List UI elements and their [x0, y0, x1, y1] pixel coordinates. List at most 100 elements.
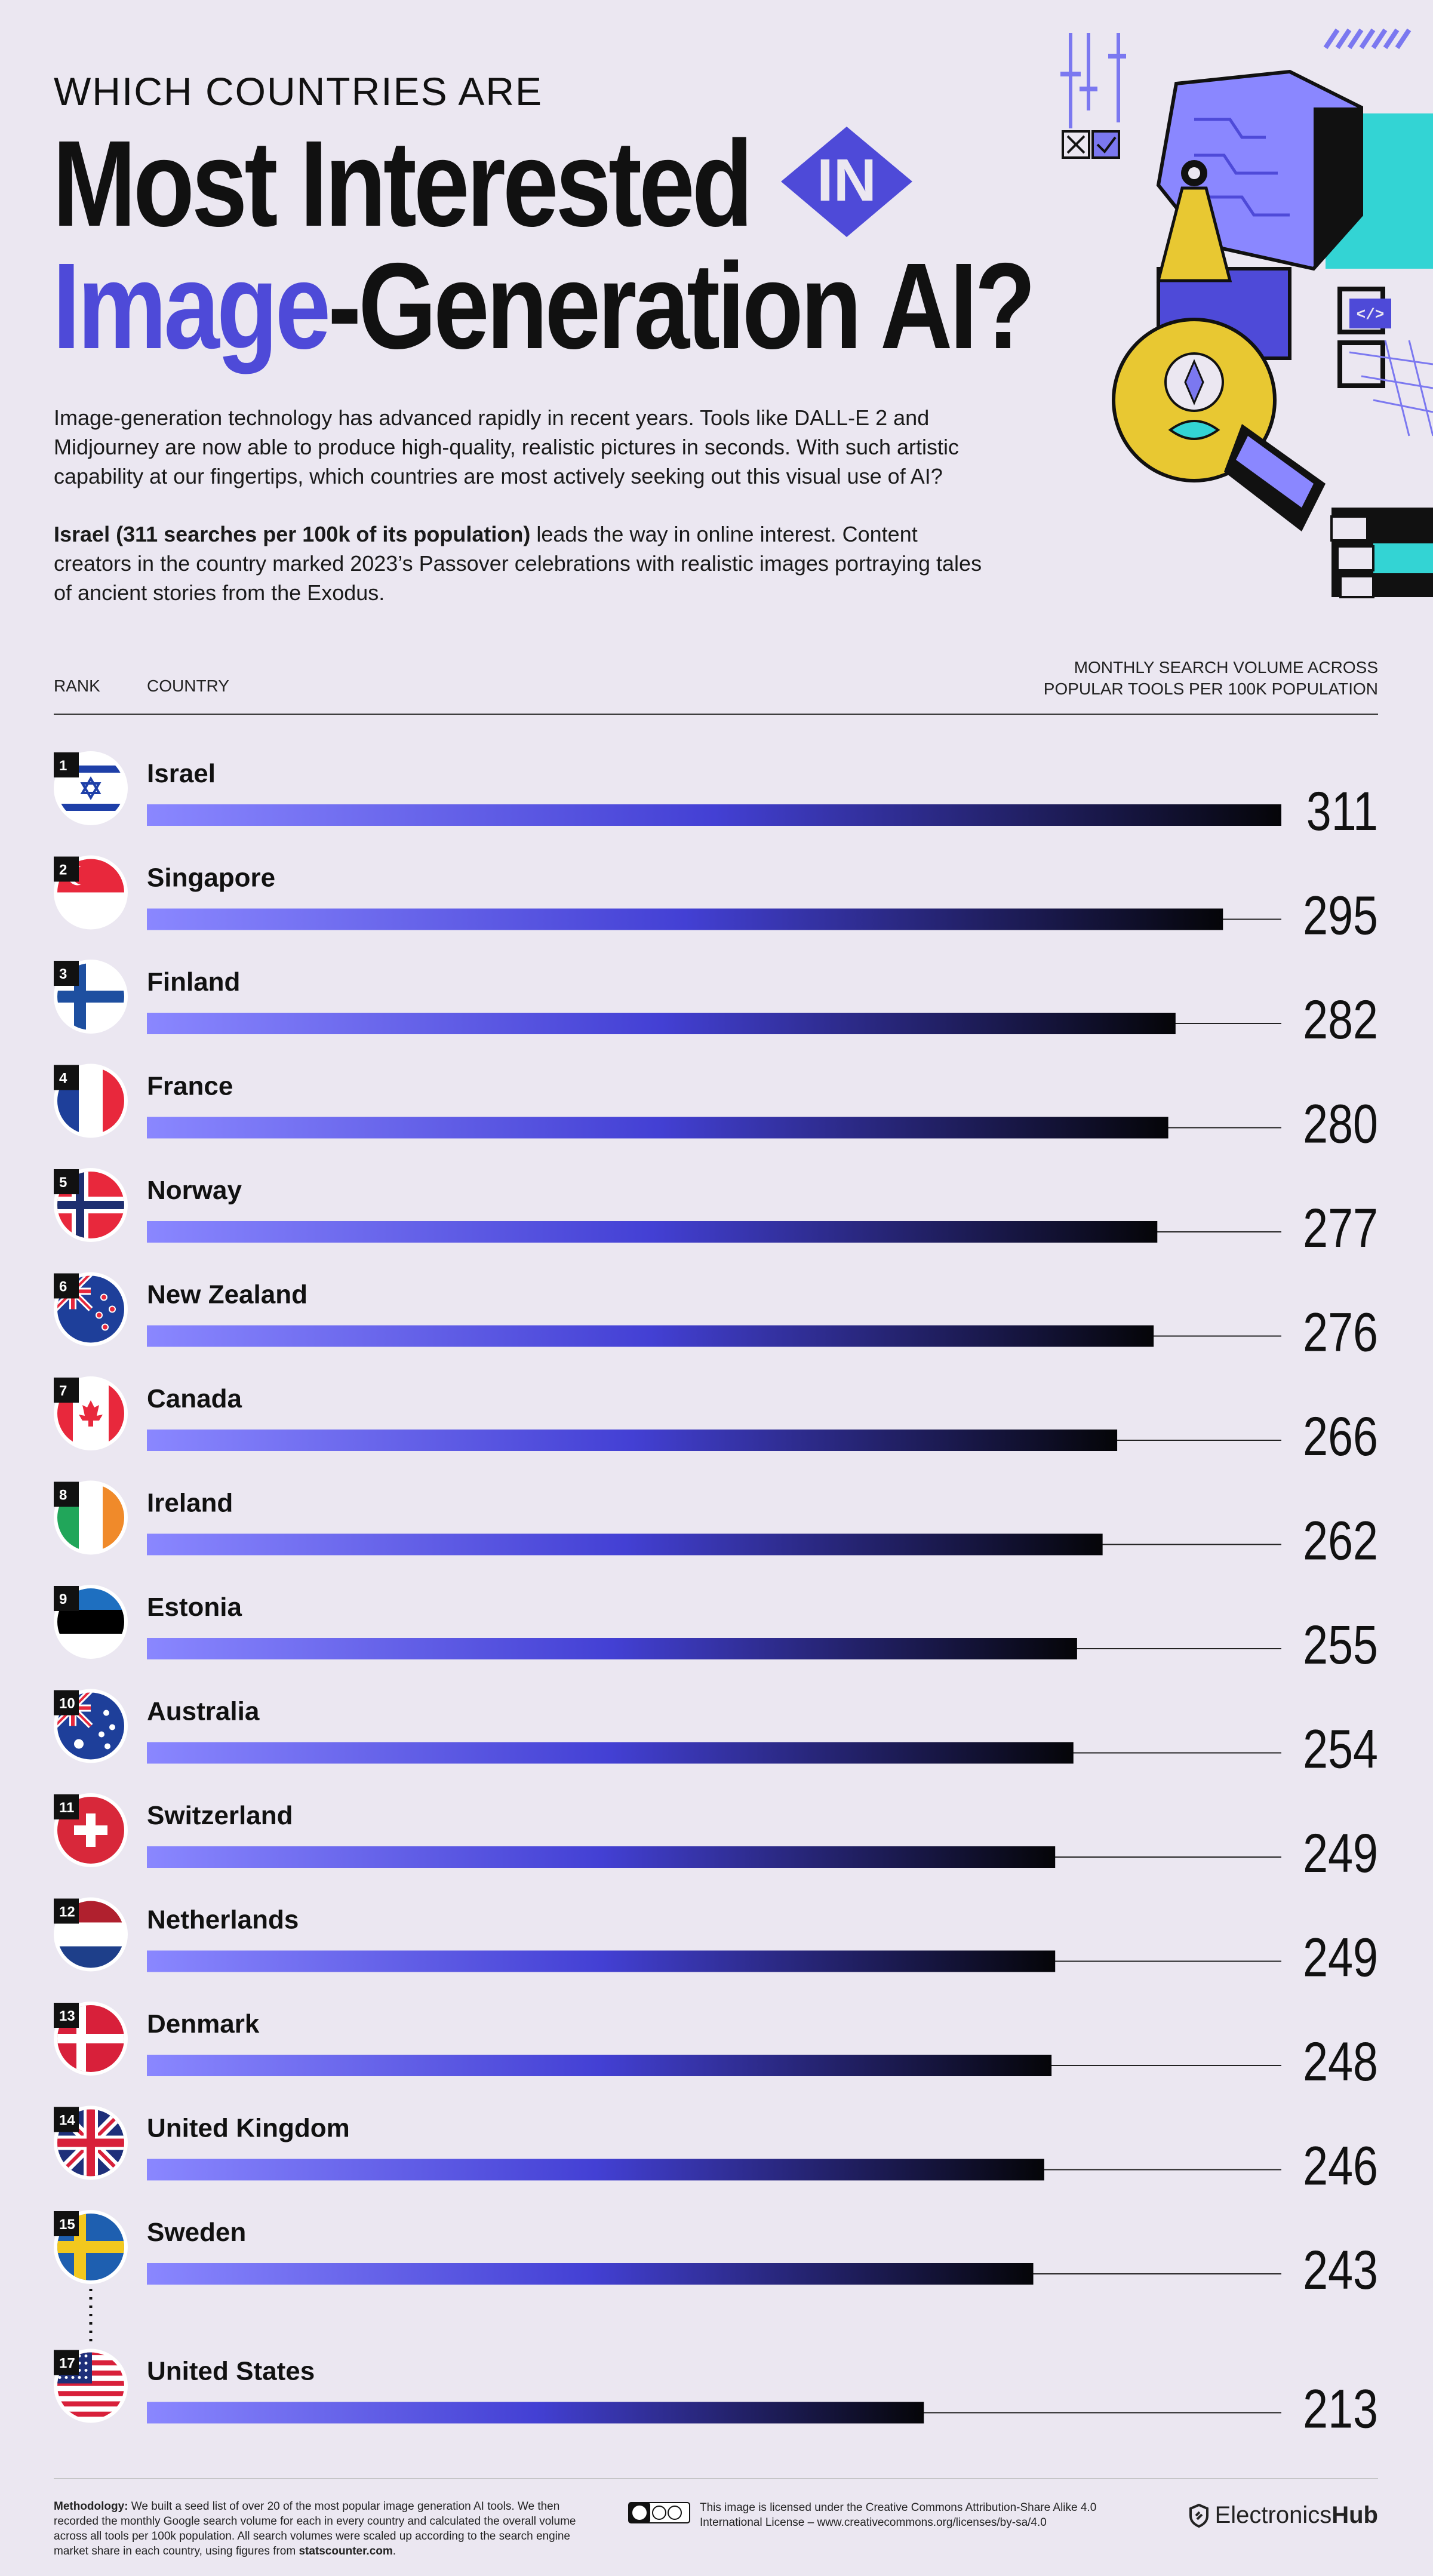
country-label: France: [147, 1072, 233, 1101]
brand-part-2: Hub: [1331, 2502, 1378, 2528]
rank-label: 13: [59, 2008, 75, 2024]
rank-badge: [54, 2003, 79, 2028]
rank-badge: [54, 961, 79, 986]
country-label: Switzerland: [147, 1801, 293, 1830]
bar-row: 8 Ireland 262: [54, 1480, 1378, 1571]
intro-paragraph-1: Image-generation technology has advanced…: [54, 405, 960, 488]
stripes: [1323, 28, 1412, 50]
rank-badge: [54, 1586, 79, 1611]
intro-highlight: Israel (311 searches per 100k of its pop…: [54, 522, 531, 546]
in-badge: IN: [781, 127, 912, 237]
country-label: Sweden: [147, 2218, 246, 2247]
country-label: Norway: [147, 1176, 242, 1205]
column-header-country: COUNTRY: [147, 677, 229, 695]
country-label: Canada: [147, 1384, 242, 1413]
metric-line-2: POPULAR TOOLS PER 100K POPULATION: [1043, 680, 1378, 698]
title-line-1: Most Interested: [53, 115, 753, 252]
rank-label: 6: [59, 1279, 67, 1295]
bar-row: 5 Norway 277: [54, 1168, 1378, 1259]
bar-row: 10 Australia 254: [54, 1689, 1378, 1779]
rank-badge: [54, 2350, 79, 2375]
bar-row: 15 Sweden 243: [54, 2210, 1378, 2301]
value-label: 249: [1303, 1822, 1378, 1884]
rank-label: 11: [59, 1800, 74, 1816]
bar: [147, 908, 1223, 930]
rank-badge: [54, 1794, 79, 1819]
rank-badge: [54, 856, 79, 882]
bar: [147, 1742, 1074, 1764]
rank-label: 7: [59, 1383, 67, 1399]
methodology-note: Methodology: We built a seed list of ove…: [54, 2499, 591, 2559]
brand-logo: ElectronicsHub: [1189, 2502, 1378, 2529]
bar-row: 11 Switzerland 249: [54, 1793, 1378, 1884]
value-label: 246: [1303, 2135, 1378, 2196]
bar: [147, 1638, 1077, 1659]
bar: [147, 1325, 1154, 1347]
rank-label: 9: [59, 1591, 67, 1607]
rank-label: 14: [59, 2113, 75, 2129]
bar: [147, 2055, 1052, 2076]
cc-license-icon: [628, 2502, 690, 2523]
country-label: United Kingdom: [147, 2114, 350, 2143]
header-divider: [54, 714, 1378, 715]
value-label: 243: [1303, 2239, 1378, 2301]
rank-badge: [54, 752, 79, 777]
value-label: 277: [1303, 1197, 1378, 1259]
country-label: Australia: [147, 1697, 260, 1726]
intro: Image-generation technology has advanced…: [54, 403, 985, 636]
bar-row: 13 Denmark 248: [54, 2002, 1378, 2092]
bar: [147, 1533, 1103, 1556]
rank-label: 4: [59, 1071, 67, 1087]
title-highlight: Image: [53, 238, 331, 374]
bar: [147, 1117, 1168, 1139]
rank-badge: [54, 1378, 79, 1403]
rank-label: 15: [59, 2217, 75, 2233]
rank-badge: [54, 2211, 79, 2236]
value-label: 295: [1303, 884, 1378, 946]
bar-row: 3 Finland 282: [54, 960, 1378, 1050]
title-rest: -Generation AI?: [328, 238, 1036, 374]
bar: [147, 1221, 1158, 1243]
value-label: 276: [1303, 1301, 1378, 1363]
rank-label: 10: [59, 1696, 75, 1712]
methodology-text: We built a seed list of over 20 of the m…: [54, 2500, 576, 2557]
intro-rest: leads the way in online interest. Conten…: [54, 522, 982, 605]
country-label: Israel: [147, 759, 216, 788]
country-label: Estonia: [147, 1593, 242, 1622]
rank-label: 12: [59, 1904, 75, 1920]
bar: [147, 1950, 1056, 1972]
country-label: New Zealand: [147, 1280, 307, 1309]
rank-label: 8: [59, 1487, 67, 1504]
value-label: 254: [1303, 1718, 1378, 1779]
bar: [147, 1013, 1176, 1034]
bar-row: 17 United States 213: [54, 2348, 1378, 2439]
israel-flag-icon: [54, 751, 128, 825]
column-header-metric: MONTHLY SEARCH VOLUME ACROSS POPULAR TOO…: [1044, 657, 1378, 700]
rank-badge: [54, 2107, 79, 2132]
rank-badge: [54, 1481, 79, 1507]
title-line-2: Image-Generation AI?: [53, 245, 1036, 367]
check-icon: [1091, 130, 1120, 159]
value-label: 248: [1303, 2031, 1378, 2092]
rank-label: 2: [59, 862, 67, 878]
rank-badge: [54, 1065, 79, 1090]
country-label: Ireland: [147, 1489, 233, 1518]
country-label: Finland: [147, 967, 240, 997]
column-header-rank: RANK: [54, 677, 100, 695]
bar: [147, 1846, 1056, 1868]
intro-paragraph-2: Israel (311 searches per 100k of its pop…: [54, 519, 985, 607]
bar-row: 1 Israel 311: [54, 751, 1378, 842]
value-label: 255: [1303, 1614, 1378, 1676]
bar: [147, 2159, 1044, 2181]
code-icon: [1349, 299, 1391, 328]
value-label: 266: [1303, 1406, 1378, 1467]
bar-row: 7 Canada 266: [54, 1376, 1378, 1467]
rank-badge: [54, 1273, 79, 1299]
brand-part-1: Electronics: [1214, 2502, 1332, 2528]
bar: [147, 1430, 1118, 1451]
bar-row: 2 Singapore 295: [54, 855, 1378, 946]
methodology-end: .: [392, 2545, 396, 2557]
decor-lines: [1060, 33, 1126, 128]
license-note: This image is licensed under the Creativ…: [700, 2501, 1097, 2529]
svg-text:</>: </>: [1357, 306, 1385, 324]
